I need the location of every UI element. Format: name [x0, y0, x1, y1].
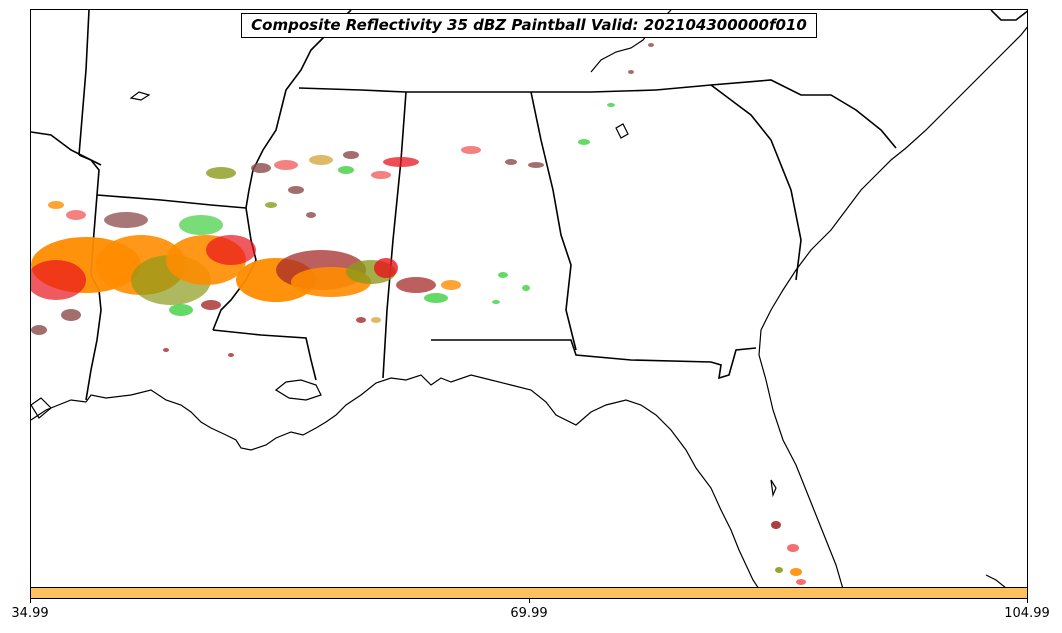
colorbar-tick-mark-max — [1027, 599, 1028, 603]
map-area — [30, 9, 1028, 588]
colorbar-tick-mark-min — [30, 599, 31, 603]
colorbar-tick-max: 104.99 — [1004, 606, 1050, 621]
coastline — [31, 10, 1027, 587]
map-title: Composite Reflectivity 35 dBZ Paintball … — [241, 13, 817, 38]
colorbar-tick-min: 34.99 — [11, 606, 49, 621]
map-canvas — [31, 10, 1027, 587]
colorbar-tick-mid: 69.99 — [510, 606, 548, 621]
colorbar-tick-mark-mid — [529, 599, 530, 603]
colorbar — [30, 587, 1028, 599]
reflectivity-echoes — [31, 43, 806, 585]
state-boundaries — [31, 10, 1027, 401]
